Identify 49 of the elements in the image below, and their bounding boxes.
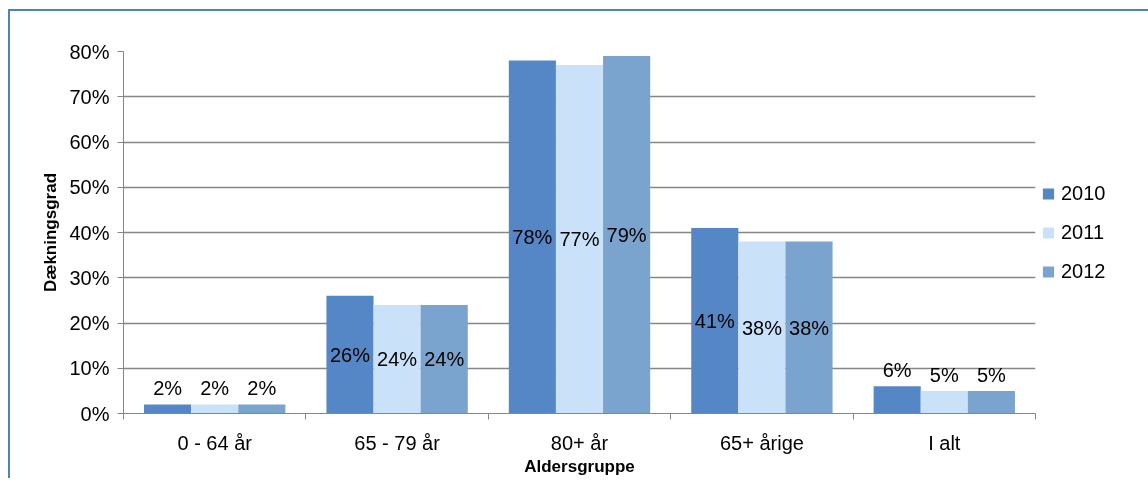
bar — [238, 404, 286, 414]
bar — [144, 404, 192, 414]
data-label: 38% — [741, 316, 783, 339]
bar — [691, 227, 739, 414]
data-label: 5% — [976, 363, 1007, 386]
data-label: 26% — [329, 343, 371, 366]
y-tick-label: 70% — [69, 85, 110, 108]
data-label: 24% — [424, 348, 465, 371]
x-tick-label: 65 - 79 år — [354, 431, 441, 454]
data-label: 2% — [153, 377, 183, 400]
data-label: 79% — [606, 223, 647, 246]
y-tick-label: 60% — [69, 131, 110, 153]
bar — [785, 241, 833, 414]
x-tick-label: 0 - 64 år — [177, 431, 253, 454]
bar — [191, 404, 239, 414]
x-axis-title: Aldersgruppe — [524, 456, 635, 476]
data-label: 6% — [882, 359, 912, 382]
x-tick-label: 65+ årige — [719, 431, 804, 454]
bar — [508, 60, 556, 414]
y-tick-label: 10% — [69, 357, 110, 380]
x-tick-label: I alt — [928, 431, 961, 454]
y-tick-label: 20% — [69, 312, 110, 334]
data-label: 2% — [200, 377, 230, 400]
bar — [920, 390, 968, 414]
y-tick-label: 80% — [69, 40, 110, 63]
bar — [873, 386, 921, 414]
bar — [555, 65, 604, 414]
legend-label: 2012 — [1061, 259, 1106, 283]
legend-label: 2010 — [1061, 181, 1106, 205]
bar — [603, 56, 651, 414]
y-tick-label: 50% — [69, 176, 110, 199]
y-axis-title: Dækningsgrad — [41, 172, 61, 293]
legend-label: 2011 — [1061, 220, 1105, 244]
bar — [967, 390, 1015, 414]
y-tick-label: 40% — [69, 221, 110, 244]
bar — [738, 241, 786, 414]
data-label: 77% — [559, 228, 600, 251]
data-label: 38% — [789, 316, 830, 339]
data-label: 78% — [512, 226, 553, 249]
data-label: 2% — [247, 377, 277, 400]
data-label: 24% — [377, 348, 418, 371]
bar — [326, 295, 374, 414]
data-label: 41% — [694, 309, 736, 332]
bar — [420, 304, 468, 414]
bar — [373, 304, 421, 414]
y-tick-label: 30% — [69, 266, 110, 289]
y-tick-label: 0% — [80, 402, 110, 425]
data-label: 5% — [929, 363, 959, 386]
x-tick-label: 80+ år — [550, 431, 609, 454]
